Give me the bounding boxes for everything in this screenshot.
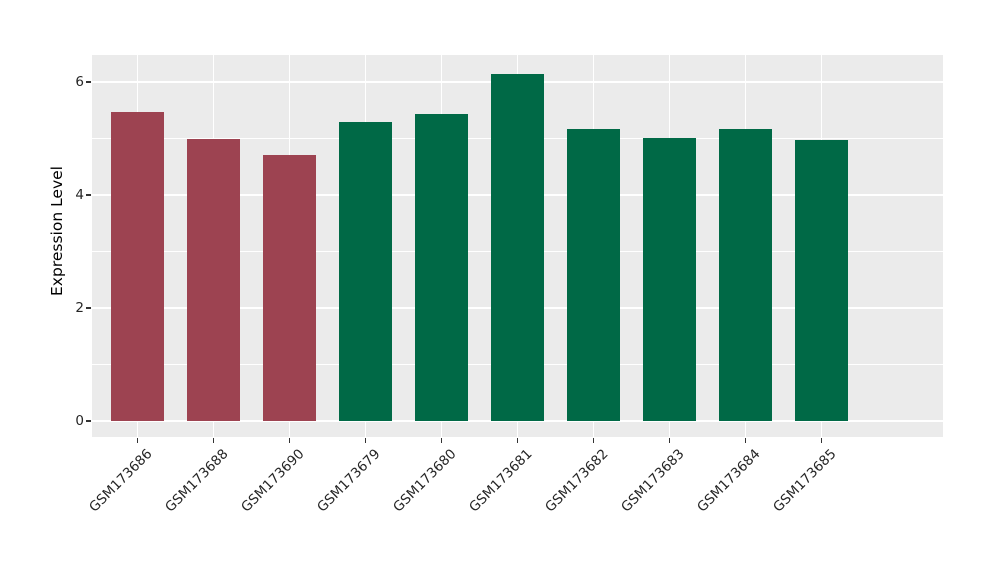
y-tick-mark-0 bbox=[86, 420, 91, 422]
y-tick-label-2: 2 bbox=[75, 300, 84, 317]
y-tick-mark-4 bbox=[86, 194, 91, 196]
y-tick-mark-6 bbox=[86, 81, 91, 83]
x-tick-label-GSM173683: GSM173683 bbox=[618, 446, 688, 516]
bar-GSM173686 bbox=[110, 112, 165, 422]
bar-GSM173682 bbox=[566, 129, 621, 422]
x-tick-mark-GSM173682 bbox=[592, 438, 595, 443]
bar-GSM173683 bbox=[642, 138, 697, 422]
x-tick-mark-GSM173679 bbox=[364, 438, 367, 443]
x-tick-label-GSM173688: GSM173688 bbox=[162, 446, 232, 516]
x-tick-label-GSM173686: GSM173686 bbox=[86, 446, 156, 516]
y-tick-mark-2 bbox=[86, 307, 91, 309]
x-tick-label-GSM173682: GSM173682 bbox=[542, 446, 612, 516]
x-tick-label-GSM173680: GSM173680 bbox=[390, 446, 460, 516]
x-tick-label-GSM173681: GSM173681 bbox=[466, 446, 536, 516]
bar-GSM173684 bbox=[718, 129, 773, 422]
x-tick-label-GSM173685: GSM173685 bbox=[770, 446, 840, 516]
y-tick-label-4: 4 bbox=[75, 187, 84, 204]
bar-GSM173680 bbox=[414, 114, 469, 422]
x-tick-label-GSM173690: GSM173690 bbox=[238, 446, 308, 516]
plot-panel bbox=[92, 55, 943, 437]
x-tick-mark-GSM173680 bbox=[440, 438, 443, 443]
x-tick-label-GSM173679: GSM173679 bbox=[314, 446, 384, 516]
x-tick-mark-GSM173686 bbox=[136, 438, 139, 443]
x-tick-mark-GSM173683 bbox=[668, 438, 671, 443]
x-tick-mark-GSM173688 bbox=[212, 438, 215, 443]
x-tick-mark-GSM173685 bbox=[820, 438, 823, 443]
x-tick-mark-GSM173681 bbox=[516, 438, 519, 443]
bar-GSM173688 bbox=[186, 139, 241, 422]
y-tick-label-0: 0 bbox=[75, 413, 84, 430]
x-tick-mark-GSM173690 bbox=[288, 438, 291, 443]
y-tick-label-6: 6 bbox=[75, 74, 84, 91]
x-tick-label-GSM173684: GSM173684 bbox=[694, 446, 764, 516]
x-tick-mark-GSM173684 bbox=[744, 438, 747, 443]
bar-GSM173679 bbox=[338, 122, 393, 422]
bar-GSM173690 bbox=[262, 155, 317, 422]
bar-GSM173681 bbox=[490, 74, 545, 422]
bar-GSM173685 bbox=[794, 140, 849, 422]
